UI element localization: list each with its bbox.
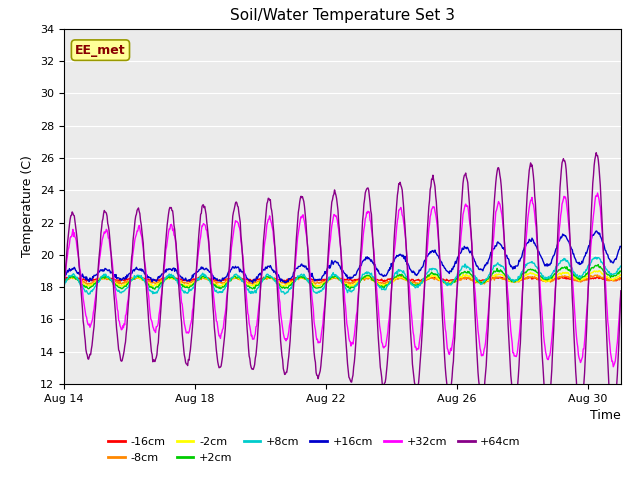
X-axis label: Time: Time <box>590 409 621 422</box>
Text: EE_met: EE_met <box>75 44 126 57</box>
Title: Soil/Water Temperature Set 3: Soil/Water Temperature Set 3 <box>230 9 455 24</box>
Y-axis label: Temperature (C): Temperature (C) <box>22 156 35 257</box>
Legend: -16cm, -8cm, -2cm, +2cm, +8cm, +16cm, +32cm, +64cm: -16cm, -8cm, -2cm, +2cm, +8cm, +16cm, +3… <box>104 433 525 467</box>
